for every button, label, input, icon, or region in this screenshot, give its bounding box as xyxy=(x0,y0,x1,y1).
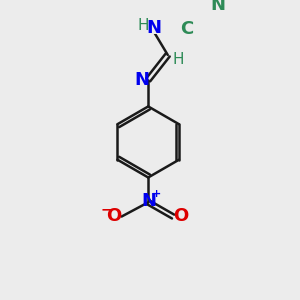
Text: N: N xyxy=(210,0,225,14)
Text: C: C xyxy=(180,20,193,38)
Text: +: + xyxy=(152,189,161,199)
Text: H: H xyxy=(137,18,148,33)
Text: H: H xyxy=(173,52,184,67)
Text: O: O xyxy=(106,207,121,225)
Text: O: O xyxy=(173,207,189,225)
Text: N: N xyxy=(142,192,157,210)
Text: N: N xyxy=(134,71,149,89)
Text: N: N xyxy=(146,19,161,37)
Text: −: − xyxy=(101,202,112,216)
